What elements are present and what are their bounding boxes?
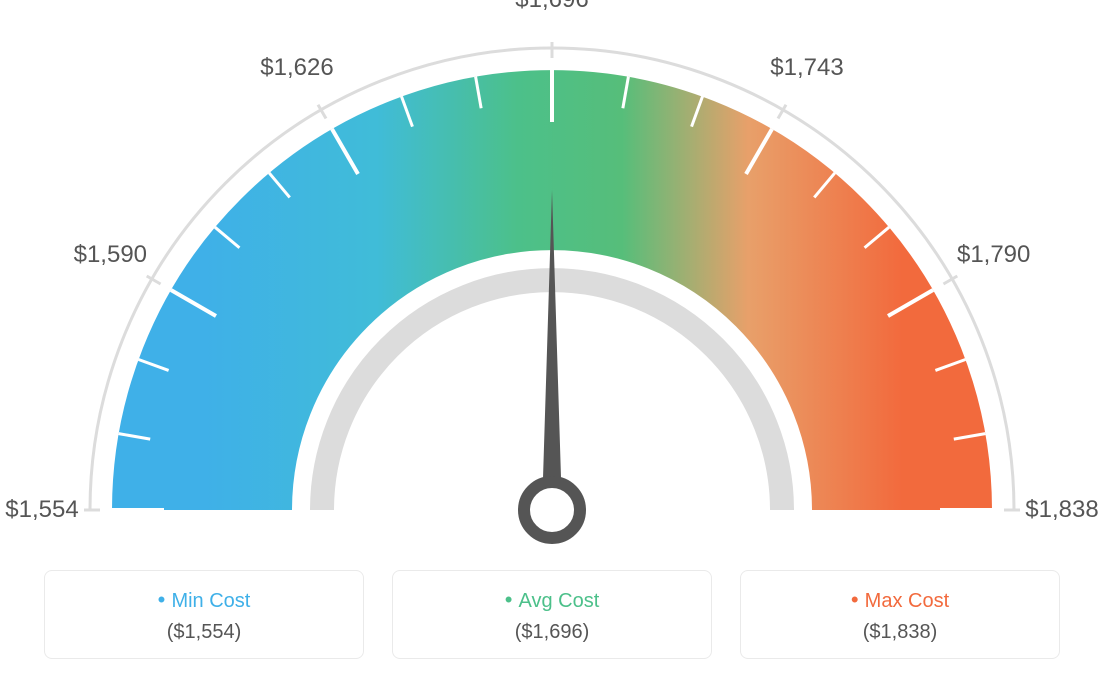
legend-max-value: ($1,838) (741, 621, 1059, 644)
legend-card-max: Max Cost ($1,838) (740, 570, 1060, 659)
gauge-tick-label: $1,743 (770, 54, 843, 82)
gauge-tick-label: $1,838 (1025, 496, 1098, 524)
legend-avg-value: ($1,696) (393, 621, 711, 644)
gauge-tick-label: $1,626 (260, 54, 333, 82)
legend-max-label: Max Cost (741, 587, 1059, 613)
legend-min-value: ($1,554) (45, 621, 363, 644)
gauge-tick-label: $1,554 (5, 496, 78, 524)
legend-avg-label: Avg Cost (393, 587, 711, 613)
gauge-tick-label: $1,696 (515, 0, 588, 14)
legend-card-min: Min Cost ($1,554) (44, 570, 364, 659)
legend-row: Min Cost ($1,554) Avg Cost ($1,696) Max … (0, 570, 1104, 659)
legend-min-label: Min Cost (45, 587, 363, 613)
gauge-chart: $1,554 $1,590 $1,626 $1,696 $1,743 $1,790 $1,8… (0, 0, 1104, 560)
gauge-tick-label: $1,590 (74, 241, 147, 269)
gauge-svg (0, 0, 1104, 560)
gauge-tick-label: $1,790 (957, 241, 1030, 269)
legend-card-avg: Avg Cost ($1,696) (392, 570, 712, 659)
